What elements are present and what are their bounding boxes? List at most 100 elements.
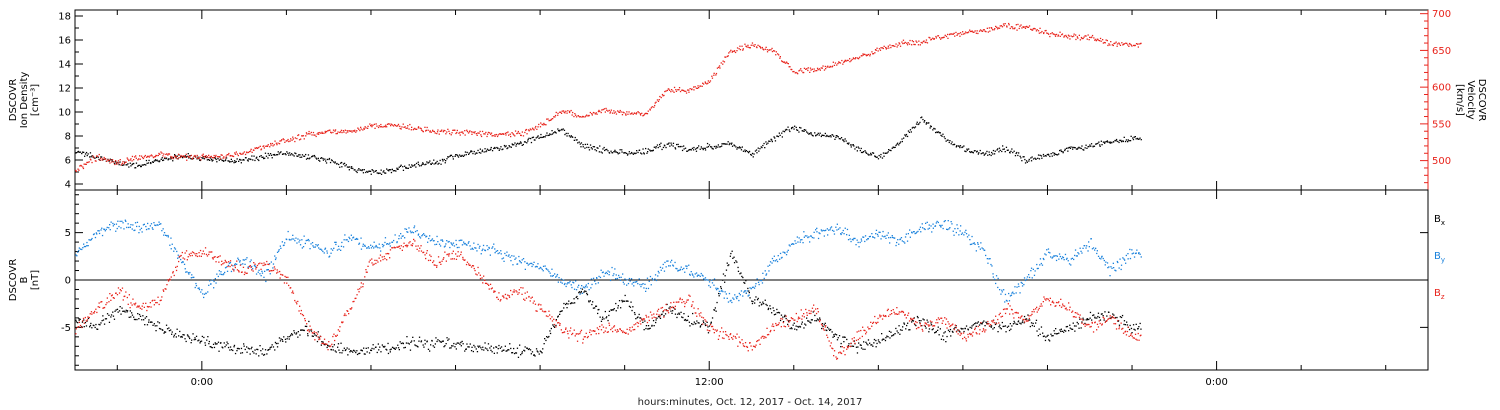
ion-density-point [433,159,435,161]
ion-density-point [847,143,849,145]
ion-density-point [500,146,502,148]
bz-point [200,255,202,257]
by-point [304,242,306,245]
bx-point [935,330,937,333]
by-point [594,280,596,282]
velocity-point [731,51,733,53]
ion-density-point [160,158,162,160]
bx-point [793,322,795,324]
bz-point [535,310,537,312]
ion-density-point [1056,154,1059,156]
by-point [330,248,332,250]
bx-point [926,319,928,321]
bx-point [1010,328,1012,330]
velocity-point [899,45,902,47]
by-point [971,235,973,238]
bx-point [664,313,667,315]
bz-point [138,305,140,307]
ion-density-point [901,140,903,143]
velocity-point [1114,42,1116,44]
by-point [718,290,720,292]
ion-density-point [557,130,560,132]
velocity-point [163,153,165,155]
bz-point [136,306,138,308]
ion-density-point [341,166,343,168]
velocity-point [595,112,597,114]
bx-point [584,290,586,292]
velocity-point [82,167,85,170]
velocity-point [673,86,676,89]
bx-point [171,331,173,333]
velocity-point [588,114,590,117]
bx-point [394,348,396,350]
bz-point [184,252,186,254]
ion-density-point [485,151,487,153]
velocity-point [318,133,320,135]
velocity-point [1020,24,1022,26]
by-point [323,252,325,254]
by-point [844,227,846,229]
bz-point [393,246,395,248]
bx-point [300,329,302,331]
velocity-point [379,126,382,128]
velocity-point [913,43,915,46]
velocity-point [468,131,471,133]
ion-density-point [565,132,567,135]
velocity-point [1109,44,1111,46]
ion-density-point [1030,157,1032,159]
bz-point [406,246,408,248]
bz-point [376,259,378,262]
bz-point [231,264,233,266]
bz-point [75,328,77,330]
bx-point [141,319,143,321]
ion-density-point [213,157,215,159]
velocity-point [915,40,917,42]
by-point [281,241,283,243]
by-point [224,271,226,274]
velocity-point [850,60,852,62]
by-point [200,291,202,293]
velocity-point [603,108,606,110]
bz-point [455,253,457,255]
by-point [580,287,582,290]
ion-density-point [1020,157,1022,159]
velocity-point [640,114,642,116]
by-point [115,223,118,225]
velocity-point [962,31,964,33]
by-point [1045,254,1047,256]
ion-density-point [624,152,626,154]
velocity-point [977,32,979,35]
velocity-point [514,135,516,137]
ion-density-point [999,149,1001,151]
ion-density-point [978,152,980,154]
bx-point [420,341,422,343]
bz-point [302,314,305,317]
bx-point [592,307,595,309]
velocity-point [1049,35,1051,38]
by-point [272,267,274,269]
velocity-point [174,155,176,157]
bx-point [1077,323,1079,325]
velocity-point [425,129,427,131]
by-point [467,242,469,244]
ion-density-point [1053,152,1056,154]
by-point [964,231,966,233]
by-point [324,248,326,250]
ion-density-point [458,154,461,156]
ion-density-point [101,156,103,158]
bx-point [718,292,720,295]
by-point [649,275,652,278]
velocity-point [693,89,695,91]
velocity-point [192,157,194,159]
bx-point [945,341,947,343]
by-point [571,286,573,289]
bx-point [886,335,888,337]
by-point [669,265,671,267]
velocity-point [359,129,361,132]
by-point [1109,275,1111,277]
by-point [784,252,786,254]
by-point [754,285,757,287]
by-point [350,234,352,236]
velocity-point [343,131,345,133]
by-point [888,237,890,239]
